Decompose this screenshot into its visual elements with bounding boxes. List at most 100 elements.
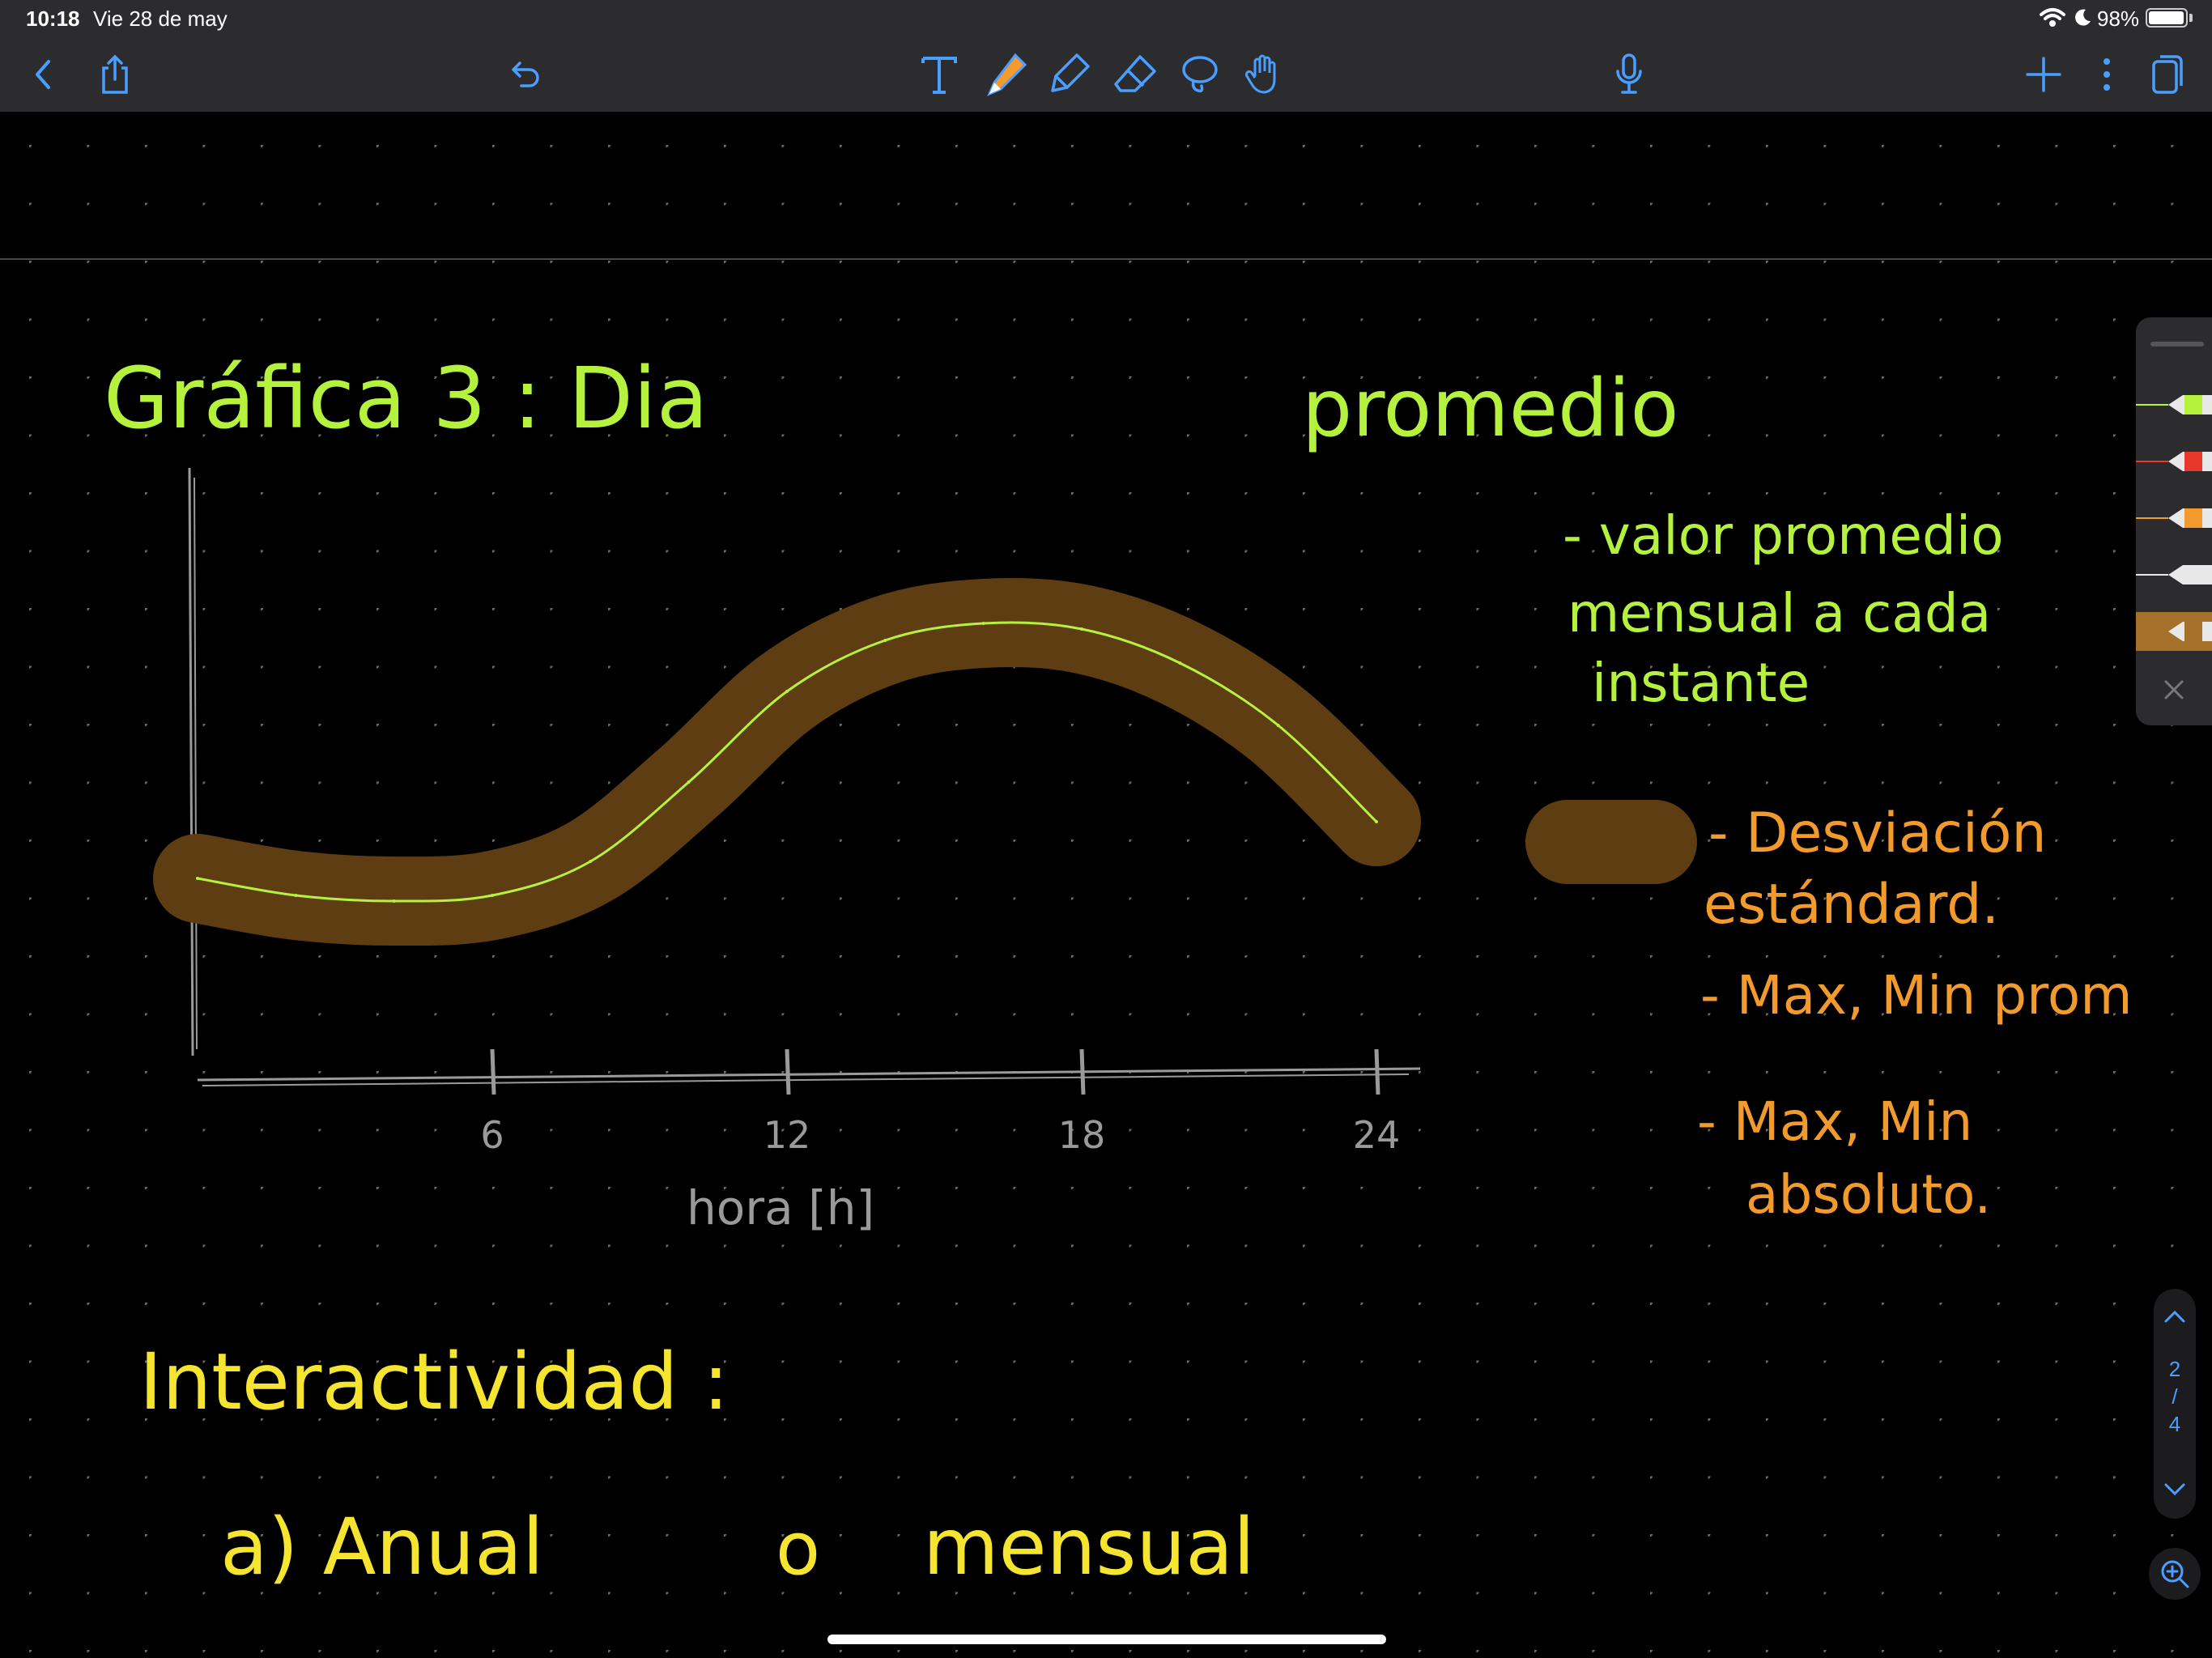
eraser-tool-icon	[1114, 55, 1156, 92]
share-icon	[102, 54, 128, 94]
legend: - valor promedio mensual a cada instante…	[1525, 504, 2133, 1226]
text-tool-button[interactable]	[907, 37, 972, 112]
back-icon	[36, 60, 50, 89]
zoom-in-icon	[2161, 1560, 2189, 1588]
legend-std-swatch	[1525, 800, 1697, 884]
page-total: 4	[2168, 1412, 2181, 1436]
pen-icon	[2136, 508, 2212, 528]
hand-tool-icon	[1244, 54, 1276, 94]
status-time: 10:18	[26, 6, 80, 31]
mean-points	[196, 622, 1378, 903]
palette-handle[interactable]	[2150, 342, 2204, 346]
pen-icon	[2136, 622, 2212, 641]
add-page-icon	[2026, 57, 2061, 92]
x-tick-labels: 6 12 18 24	[480, 1113, 1400, 1157]
legend-std-line-2: estándard.	[1704, 873, 1999, 937]
next-page-button[interactable]	[2154, 1472, 2196, 1507]
microphone-button[interactable]	[1597, 37, 1661, 112]
close-icon	[2164, 680, 2184, 699]
legend-mean-line-1: - valor promedio	[1563, 504, 2004, 567]
interactivity-option-or: o	[776, 1507, 820, 1592]
home-indicator[interactable]	[827, 1635, 1386, 1644]
undo-button[interactable]	[494, 37, 559, 112]
mean-point	[196, 877, 199, 880]
white-pen[interactable]	[2136, 555, 2212, 594]
mean-point	[589, 860, 593, 863]
interactivity-option-a: a) Anual	[220, 1502, 544, 1592]
pages-button[interactable]	[2134, 37, 2199, 112]
more-button[interactable]	[2074, 37, 2139, 112]
undo-icon	[512, 62, 539, 87]
page-navigator: 2 / 4	[2154, 1289, 2196, 1519]
legend-mean-line-2: mensual a cada	[1568, 582, 1991, 644]
legend-std-line-1: - Desviación	[1708, 801, 2047, 865]
x-tick	[490, 1048, 496, 1095]
pages-icon	[2152, 55, 2183, 94]
red-pen[interactable]	[2136, 442, 2212, 481]
chart-x-axis	[197, 1067, 1421, 1082]
add-page-button[interactable]	[2011, 37, 2076, 112]
status-date: Vie 28 de may	[93, 6, 228, 31]
chart-y-axis	[188, 467, 194, 1056]
eraser-tool-button[interactable]	[1103, 37, 1168, 112]
text-tool-icon	[921, 57, 957, 94]
back-button[interactable]	[11, 37, 76, 112]
page-separator: /	[2172, 1384, 2178, 1409]
note-canvas[interactable]: Gráfica 3 : Dia promedio 6 12 18 24 hora [h…	[0, 112, 2212, 1658]
pen-tool-icon	[987, 53, 1027, 96]
mean-point	[981, 622, 985, 625]
lasso-tool-icon	[1182, 56, 1218, 93]
status-bar: 10:18 Vie 28 de may 98%	[0, 0, 2212, 37]
chevron-down-icon	[2164, 1483, 2185, 1496]
mean-point	[687, 780, 691, 784]
highlighter-tool-button[interactable]	[1038, 37, 1103, 112]
battery-cap	[2189, 14, 2193, 22]
moon-icon	[2075, 9, 2091, 26]
chart: 6 12 18 24 hora [h]	[153, 467, 1421, 1235]
toolbar	[0, 37, 2212, 112]
pen-icon	[2136, 395, 2212, 414]
close-palette-button[interactable]	[2136, 667, 2212, 712]
legend-max-min-prom: - Max, Min prom	[1700, 964, 2133, 1027]
share-button[interactable]	[83, 37, 147, 112]
chart-y-axis-stroke	[194, 477, 198, 1050]
mean-point	[883, 639, 887, 642]
note-title-left: Gráfica 3 : Dia	[104, 349, 708, 448]
x-tick	[1374, 1048, 1380, 1095]
hand-tool-button[interactable]	[1231, 37, 1295, 112]
green-pen[interactable]	[2136, 385, 2212, 424]
legend-max-min-abs-line-1: - Max, Min	[1697, 1090, 1972, 1153]
pen-icon	[2136, 565, 2212, 585]
highlighter-tool-icon	[1051, 53, 1090, 92]
chart-x-axis-stroke	[202, 1073, 1410, 1086]
microphone-icon	[1616, 53, 1642, 94]
x-tick-label: 18	[1058, 1113, 1106, 1157]
lasso-tool-button[interactable]	[1168, 37, 1232, 112]
mean-point	[1080, 627, 1083, 631]
orange-pen[interactable]	[2136, 499, 2212, 538]
pen-icon	[2136, 452, 2212, 471]
brown-highlighter[interactable]	[2136, 612, 2212, 651]
x-ticks	[490, 1048, 1380, 1095]
mean-point	[1178, 661, 1182, 665]
mean-point	[1276, 724, 1280, 727]
interactivity-title: Interactividad :	[139, 1337, 729, 1427]
x-tick-label: 12	[764, 1113, 811, 1157]
x-tick	[785, 1048, 791, 1095]
pen-tool-button[interactable]	[975, 37, 1040, 112]
mean-point	[785, 690, 789, 693]
mean-point	[392, 899, 396, 903]
wifi-icon	[2040, 8, 2065, 27]
x-tick-label: 6	[480, 1113, 504, 1157]
more-icon	[2104, 58, 2110, 91]
x-axis-label: hora [h]	[687, 1180, 874, 1235]
battery-icon	[2146, 8, 2188, 28]
interactivity-option-monthly: mensual	[923, 1502, 1255, 1592]
x-tick	[1079, 1048, 1086, 1095]
zoom-button[interactable]	[2149, 1548, 2201, 1600]
mean-point	[491, 894, 494, 897]
pen-palette	[2136, 317, 2212, 725]
legend-max-min-abs-line-2: absoluto.	[1746, 1163, 1991, 1226]
previous-page-button[interactable]	[2154, 1299, 2196, 1334]
page-current: 2	[2168, 1357, 2181, 1381]
